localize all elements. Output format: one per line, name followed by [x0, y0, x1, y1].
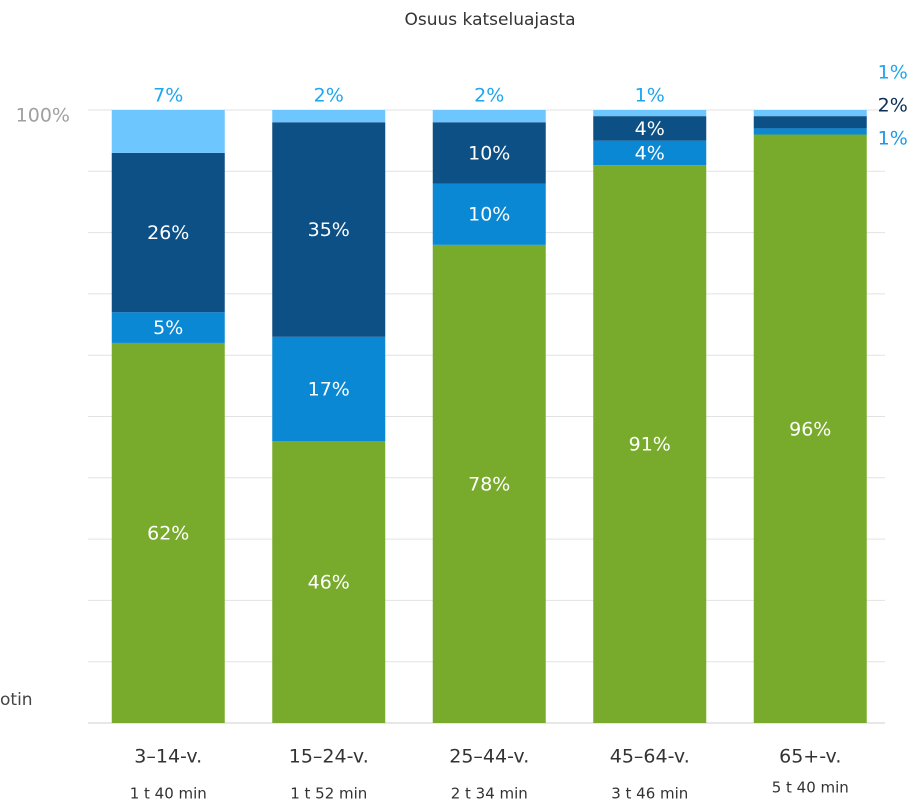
- x-sublabel: 1 t 52 min: [290, 785, 367, 803]
- bar-segment: [432, 244, 546, 724]
- bar-segment: [272, 110, 386, 123]
- x-tick-label: 3–14-v.: [134, 746, 202, 768]
- bar-segment: [593, 140, 707, 166]
- bar-segment: [432, 183, 546, 245]
- data-label: 7%: [153, 85, 183, 107]
- data-label: 62%: [147, 522, 189, 544]
- x-sublabel: 3 t 46 min: [611, 785, 688, 803]
- annotation: otin: [0, 690, 33, 710]
- data-label: 10%: [468, 204, 510, 226]
- x-sublabel: 1 t 40 min: [130, 785, 207, 803]
- data-label: 4%: [635, 118, 665, 140]
- x-tick-label: 25–44-v.: [449, 746, 529, 768]
- data-label: 78%: [468, 473, 510, 495]
- chart-title: Osuus katseluajasta: [405, 10, 576, 30]
- bar-segment: [111, 342, 225, 723]
- data-label: 2%: [474, 85, 504, 107]
- bar-segment: [272, 336, 386, 442]
- y-tick-label: 100%: [16, 105, 70, 127]
- bar-segment: [432, 110, 546, 123]
- bar-segment: [753, 116, 867, 129]
- bar-segment: [753, 110, 867, 117]
- data-label: 10%: [468, 142, 510, 164]
- x-sublabel: 5 t 40 min: [772, 779, 849, 797]
- bar-segment: [593, 116, 707, 141]
- bar-segment: [111, 312, 225, 343]
- data-label: 26%: [147, 222, 189, 244]
- x-sublabel: 2 t 34 min: [451, 785, 528, 803]
- data-label: 91%: [629, 434, 671, 456]
- x-tick-label: 65+-v.: [779, 746, 841, 768]
- data-label: 2%: [314, 85, 344, 107]
- bar-segment: [272, 122, 386, 337]
- bar-segment: [111, 152, 225, 313]
- bar-segment: [593, 165, 707, 724]
- data-label: 4%: [635, 142, 665, 164]
- data-label: 5%: [153, 317, 183, 339]
- x-tick-label: 15–24-v.: [289, 746, 369, 768]
- bar-segment: [753, 134, 867, 723]
- bar-segment: [272, 441, 386, 723]
- data-label: 35%: [308, 219, 350, 241]
- bar-segment: [111, 110, 225, 153]
- data-label: 1%: [878, 62, 908, 84]
- data-label: 96%: [789, 418, 831, 440]
- data-label: 2%: [878, 95, 908, 117]
- bar-segment: [432, 122, 546, 184]
- data-label: 1%: [635, 85, 665, 107]
- data-label: 46%: [308, 572, 350, 594]
- bar-segment: [593, 110, 707, 117]
- data-label: 17%: [308, 378, 350, 400]
- data-label: 1%: [878, 128, 908, 150]
- x-tick-label: 45–64-v.: [610, 746, 690, 768]
- bar-segment: [753, 128, 867, 135]
